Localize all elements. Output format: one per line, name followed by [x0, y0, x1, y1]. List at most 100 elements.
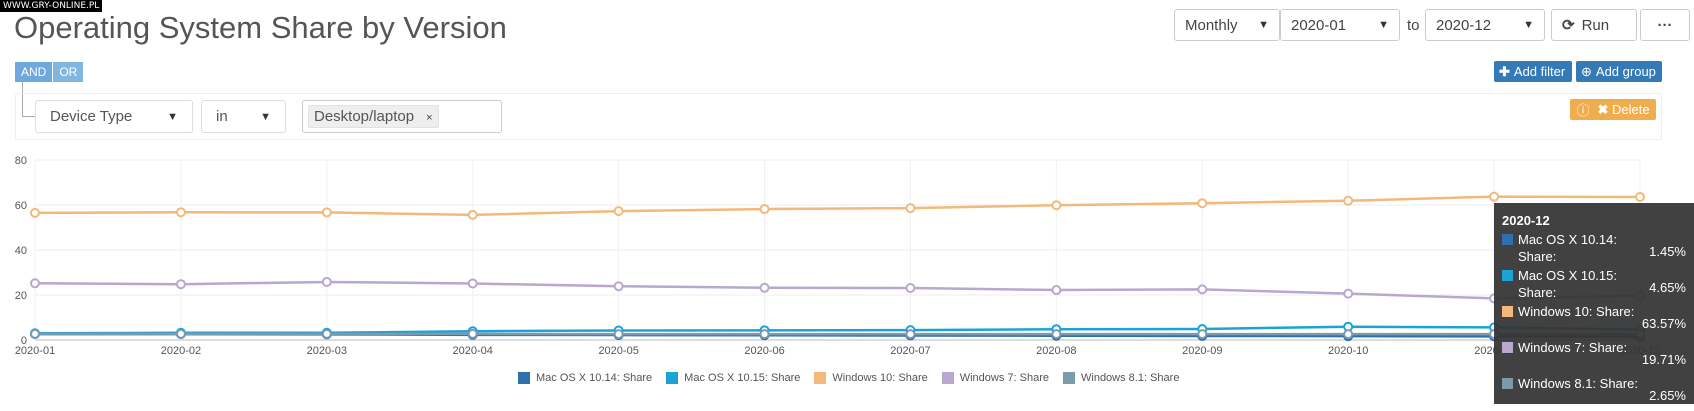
x-tick-label: 2020-01 [15, 345, 55, 357]
data-point [1344, 290, 1352, 298]
tooltip-value: 1.45% [1649, 244, 1686, 259]
x-tick-label: 2020-09 [1182, 345, 1222, 357]
value-input[interactable]: Desktop/laptop × [302, 100, 502, 133]
chevron-down-icon: ▼ [1523, 19, 1534, 31]
legend-item[interactable]: Windows 7: Share [942, 372, 1049, 384]
remove-tag-icon[interactable]: × [426, 112, 432, 124]
y-tick-label: 40 [15, 245, 27, 257]
data-point [1344, 330, 1352, 338]
data-point [177, 330, 185, 338]
data-point [1490, 193, 1498, 201]
legend-swatch [814, 372, 826, 384]
series-line [35, 327, 1640, 334]
chevron-down-icon: ▼ [1378, 19, 1389, 31]
data-point [177, 280, 185, 288]
and-button[interactable]: AND [15, 62, 52, 82]
chart-tooltip: 2020-12 Mac OS X 10.14: Share:1.45%Mac O… [1494, 203, 1694, 404]
legend-item[interactable]: Windows 10: Share [814, 372, 927, 384]
operator-select[interactable]: in ▼ [201, 100, 286, 133]
tooltip-row: Windows 7: Share:19.71% [1502, 339, 1686, 375]
data-point [323, 278, 331, 286]
value-tag: Desktop/laptop × [308, 105, 439, 128]
data-point [615, 207, 623, 215]
add-filter-button[interactable]: ✚ Add filter [1494, 61, 1572, 82]
y-tick-label: 80 [15, 155, 27, 167]
more-icon: ··· [1658, 17, 1673, 34]
logic-toggle: AND OR [15, 62, 83, 82]
data-point [1636, 193, 1644, 201]
page-title: Operating System Share by Version [14, 10, 507, 46]
field-select[interactable]: Device Type ▼ [35, 100, 193, 133]
granularity-select[interactable]: Monthly ▼ [1174, 9, 1280, 41]
to-date-select[interactable]: 2020-12 ▼ [1425, 9, 1545, 41]
tooltip-swatch [1502, 378, 1513, 389]
legend-swatch [1063, 372, 1075, 384]
data-point [761, 330, 769, 338]
legend-label: Mac OS X 10.14: Share [536, 372, 652, 384]
tooltip-swatch [1502, 270, 1513, 281]
or-button[interactable]: OR [52, 62, 83, 82]
tooltip-label: Mac OS X 10.15: Share: [1518, 267, 1643, 301]
data-point [1052, 201, 1060, 209]
y-tick-label: 20 [15, 290, 27, 302]
x-tick-label: 2020-08 [1036, 345, 1076, 357]
data-point [469, 280, 477, 288]
data-point [761, 205, 769, 213]
tooltip-label: Windows 7: Share: [1518, 339, 1643, 356]
tooltip-label: Windows 10: Share: [1518, 303, 1643, 320]
legend-swatch [518, 372, 530, 384]
data-point [1198, 199, 1206, 207]
tooltip-value: 2.65% [1649, 388, 1686, 403]
data-point [31, 330, 39, 338]
x-tick-label: 2020-10 [1328, 345, 1368, 357]
legend-swatch [666, 372, 678, 384]
data-point [323, 330, 331, 338]
tooltip-swatch [1502, 234, 1513, 245]
data-point [1198, 285, 1206, 293]
to-date-value: 2020-12 [1436, 17, 1491, 34]
data-point [1198, 330, 1206, 338]
add-group-label: Add group [1596, 64, 1656, 79]
data-point [1052, 286, 1060, 294]
value-tag-label: Desktop/laptop [314, 108, 414, 125]
delete-rule-button[interactable]: ⓘ ✖ Delete [1570, 99, 1656, 120]
x-tick-label: 2020-04 [453, 345, 493, 357]
run-label: Run [1582, 17, 1610, 34]
legend-item[interactable]: Windows 8.1: Share [1063, 372, 1179, 384]
y-tick-label: 60 [15, 200, 27, 212]
legend-swatch [942, 372, 954, 384]
tooltip-value: 63.57% [1642, 316, 1686, 331]
data-point [177, 208, 185, 216]
close-icon: ✖ [1597, 102, 1608, 117]
tooltip-value: 4.65% [1649, 280, 1686, 295]
data-point [761, 284, 769, 292]
add-group-button[interactable]: ⊕ Add group [1576, 61, 1662, 82]
more-options-button[interactable]: ··· [1640, 9, 1690, 41]
delete-group: ✖ Delete [1597, 102, 1649, 118]
to-label: to [1407, 17, 1420, 34]
delete-label: Delete [1612, 102, 1650, 117]
info-icon: ⓘ [1576, 100, 1589, 119]
data-point [1344, 197, 1352, 205]
data-point [1052, 330, 1060, 338]
tooltip-row: Windows 10: Share:63.57% [1502, 303, 1686, 339]
data-point [906, 330, 914, 338]
legend-label: Windows 7: Share [960, 372, 1049, 384]
data-point [31, 279, 39, 287]
run-button[interactable]: ⟳ Run [1551, 9, 1637, 41]
data-point [31, 209, 39, 217]
legend-item[interactable]: Mac OS X 10.15: Share [666, 372, 800, 384]
series-line [35, 197, 1640, 215]
series-line [35, 282, 1640, 298]
tooltip-row: Mac OS X 10.15: Share: 4.65% [1502, 267, 1686, 303]
data-point [323, 208, 331, 216]
data-point [906, 204, 914, 212]
legend-label: Windows 8.1: Share [1081, 372, 1179, 384]
data-point [469, 211, 477, 219]
chevron-down-icon: ▼ [1258, 19, 1269, 31]
tooltip-title: 2020-12 [1502, 213, 1686, 228]
x-tick-label: 2020-05 [598, 345, 638, 357]
legend-item[interactable]: Mac OS X 10.14: Share [518, 372, 652, 384]
from-date-select[interactable]: 2020-01 ▼ [1280, 9, 1400, 41]
